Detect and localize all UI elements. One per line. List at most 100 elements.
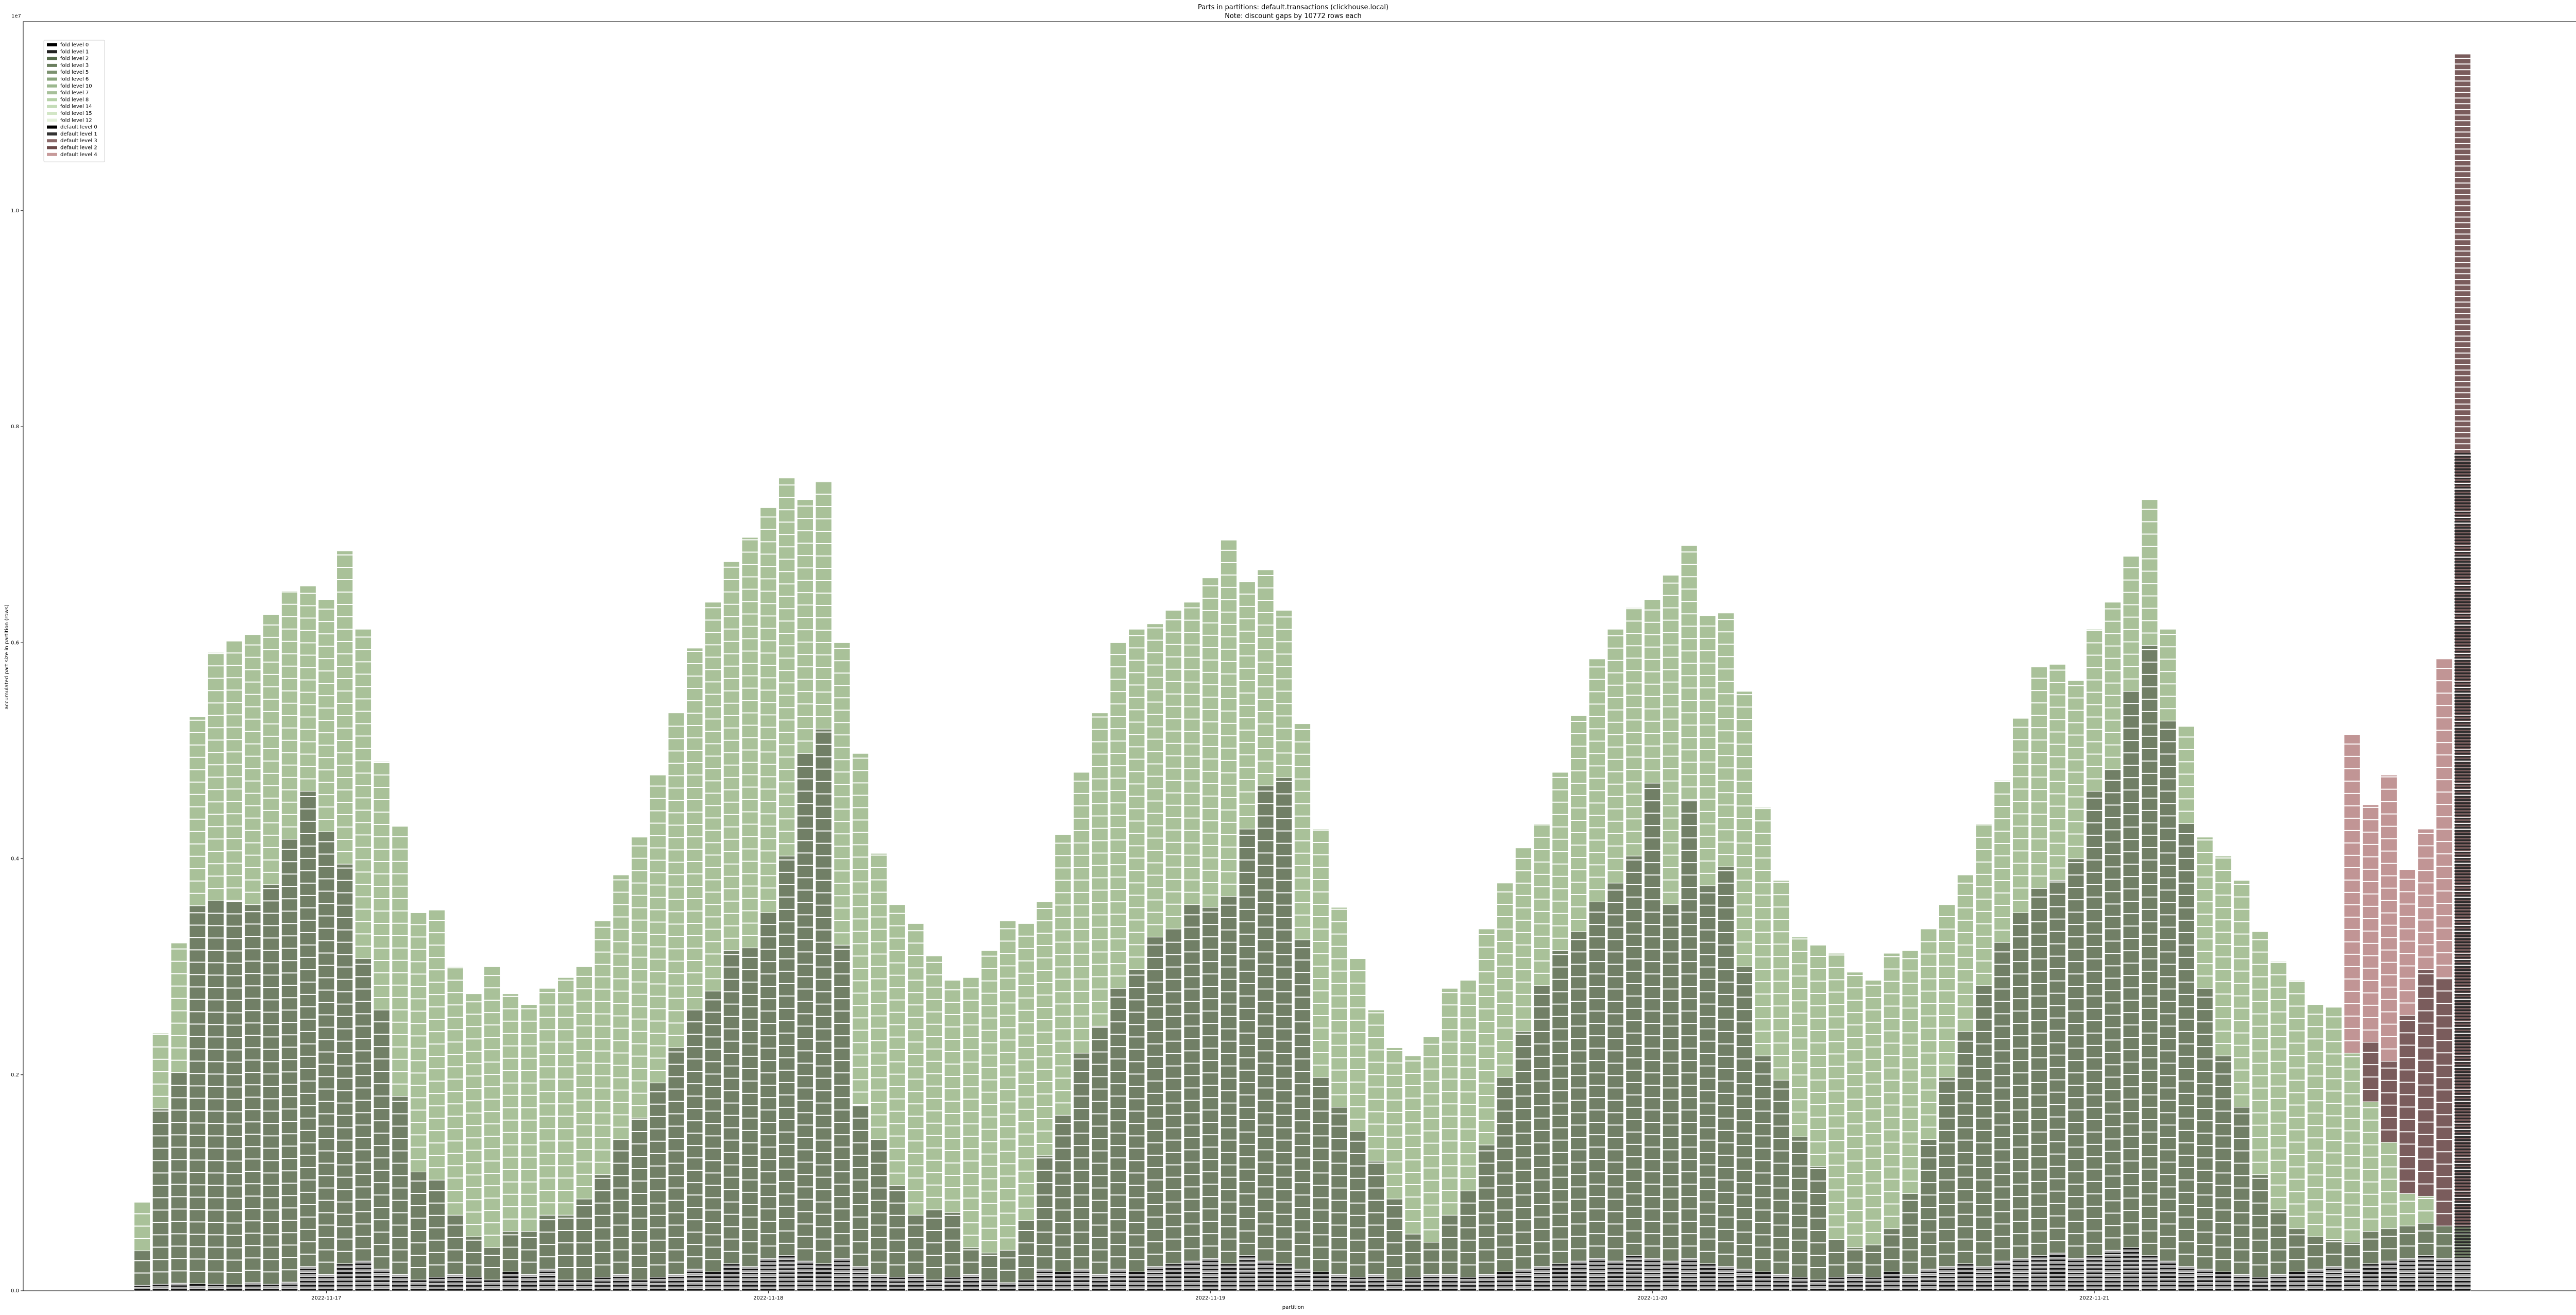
bar-part <box>1423 1276 1440 1279</box>
bar-part <box>852 1282 869 1285</box>
bar-part <box>373 1271 390 1274</box>
bar-dark-segment <box>1773 1080 1790 1275</box>
bar-part <box>926 1279 943 1283</box>
bar-part <box>1202 1268 1219 1271</box>
bar-dark <box>1809 1166 1827 1280</box>
bar-part <box>281 1286 298 1289</box>
bar-part <box>373 1269 390 1272</box>
bar-part <box>520 1278 537 1281</box>
bar-light-segment <box>1643 599 1661 784</box>
bar-part <box>392 1282 409 1285</box>
bar-part <box>1036 1282 1053 1285</box>
bar-dark <box>889 1185 906 1278</box>
bar-part <box>447 1284 464 1287</box>
bar-part <box>1091 1280 1108 1283</box>
bar-part <box>465 1283 482 1286</box>
bar-part <box>1773 1278 1790 1281</box>
bar-part <box>1644 1274 1661 1277</box>
bar-part <box>502 1282 519 1285</box>
bar-part <box>1570 1261 1587 1263</box>
bar-part <box>1515 1282 1532 1285</box>
bar-base-segment <box>1625 1255 1642 1291</box>
bar-part <box>465 1279 482 1282</box>
bar-part <box>1681 1284 1698 1287</box>
bar-part <box>981 1288 998 1291</box>
bar-part <box>778 1257 795 1260</box>
bar-part <box>299 1278 316 1281</box>
bar-part <box>1147 1286 1164 1289</box>
bar-dark <box>594 1174 611 1278</box>
bar-part <box>944 1279 961 1282</box>
bar-part <box>1423 1278 1440 1281</box>
bar-part <box>354 1284 371 1287</box>
bar-part <box>1681 1264 1698 1267</box>
bar-dark <box>1773 1080 1790 1275</box>
bar-part <box>686 1279 703 1283</box>
bar-light-segment <box>778 478 795 856</box>
bar-part <box>1625 1280 1642 1283</box>
y-offset-label: 1e7 <box>11 13 21 19</box>
bar-part <box>1552 1276 1569 1279</box>
bar-part <box>1202 1270 1219 1273</box>
bar-part <box>1681 1274 1698 1277</box>
bar-part <box>354 1286 371 1289</box>
bar-part <box>520 1282 537 1285</box>
bar-part <box>649 1283 666 1286</box>
bar-dark-segment <box>1165 929 1182 1265</box>
bar-part <box>1220 1274 1238 1277</box>
bar-part <box>1625 1268 1642 1271</box>
bar-part <box>1718 1288 1735 1291</box>
bar-part <box>870 1286 887 1289</box>
bar-part <box>1681 1262 1698 1265</box>
bar-part <box>1349 1285 1366 1287</box>
bar-part <box>981 1286 998 1289</box>
bar-dark-segment <box>1478 1144 1495 1275</box>
bar-base-segment <box>1607 1261 1624 1291</box>
bar-light <box>1220 540 1238 897</box>
bar-part <box>889 1287 906 1289</box>
bar-part <box>1147 1284 1164 1287</box>
bar-part <box>778 1261 795 1265</box>
bar-light <box>1036 901 1053 1156</box>
bar-part <box>1165 1278 1182 1281</box>
bar-part <box>1552 1278 1569 1281</box>
bar-light <box>299 585 317 792</box>
bar-part <box>852 1276 869 1279</box>
bar-part <box>1220 1282 1238 1285</box>
bar-part <box>1625 1263 1642 1267</box>
bar-part <box>796 1271 814 1274</box>
bar-part <box>1110 1277 1127 1280</box>
bar-part <box>1239 1284 1256 1287</box>
bar-part <box>1423 1280 1440 1283</box>
bar-part <box>1147 1280 1164 1283</box>
bar-dark <box>778 855 795 1256</box>
bar-part <box>1515 1286 1532 1289</box>
bar-part <box>1276 1278 1293 1281</box>
bar-part <box>354 1275 371 1278</box>
bar-part <box>1055 1278 1072 1280</box>
bar-part <box>1552 1270 1569 1273</box>
bar-part <box>815 1274 832 1277</box>
bar-part <box>815 1282 832 1285</box>
bar-dark-segment <box>1146 936 1164 1267</box>
bar-part <box>1497 1274 1514 1276</box>
bar-dark-segment <box>575 1199 593 1280</box>
bar-base-segment <box>1754 1272 1771 1291</box>
bar-dark <box>649 1082 667 1278</box>
bar-part <box>796 1277 814 1280</box>
bar-part <box>189 1284 206 1287</box>
bar-dark <box>281 839 298 1283</box>
bar-part <box>1312 1284 1329 1287</box>
bar-part <box>410 1279 427 1283</box>
bar-base-segment <box>870 1274 887 1291</box>
bar-part <box>1533 1272 1550 1275</box>
bar-part <box>852 1284 869 1287</box>
bar-part <box>778 1270 795 1273</box>
bar-part <box>1367 1286 1385 1289</box>
bar-dark <box>815 729 832 1265</box>
bar-light <box>925 955 943 1210</box>
bar-part <box>465 1280 482 1284</box>
bar-part <box>502 1286 519 1289</box>
bar-base-segment <box>447 1274 464 1291</box>
bar-part <box>1220 1266 1238 1268</box>
